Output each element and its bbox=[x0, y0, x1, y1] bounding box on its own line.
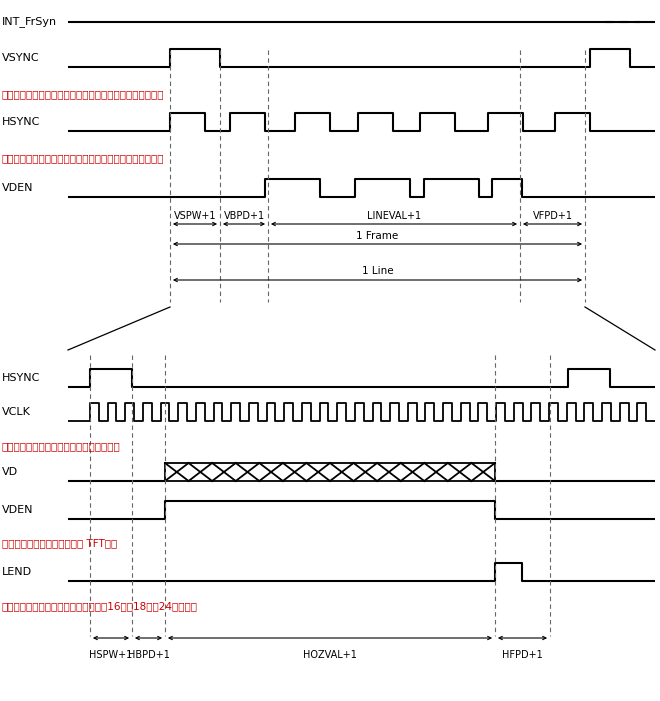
Text: VFPD+1: VFPD+1 bbox=[533, 211, 572, 221]
Text: 帧同步信号，用高电平（或低电平）表示每一帧扫描的开始: 帧同步信号，用高电平（或低电平）表示每一帧扫描的开始 bbox=[2, 89, 164, 99]
Text: 1 Line: 1 Line bbox=[362, 266, 393, 276]
Text: HSYNC: HSYNC bbox=[2, 117, 40, 127]
Text: LINEVAL+1: LINEVAL+1 bbox=[367, 211, 421, 221]
Text: VSPW+1: VSPW+1 bbox=[174, 211, 216, 221]
Text: HBPD+1: HBPD+1 bbox=[127, 650, 170, 660]
Text: HFPD+1: HFPD+1 bbox=[502, 650, 543, 660]
Text: HSPW+1: HSPW+1 bbox=[89, 650, 133, 660]
Text: 数据有效控制，表示是否开启 TFT输出: 数据有效控制，表示是否开启 TFT输出 bbox=[2, 538, 117, 548]
Text: HOZVAL+1: HOZVAL+1 bbox=[303, 650, 357, 660]
Text: VCLK: VCLK bbox=[2, 407, 31, 417]
Text: VDEN: VDEN bbox=[2, 183, 34, 193]
Text: VDEN: VDEN bbox=[2, 505, 34, 515]
Text: VSYNC: VSYNC bbox=[2, 53, 40, 63]
Text: 时钟，在上升沿或下降沿将数据写入液晶屏: 时钟，在上升沿或下降沿将数据写入液晶屏 bbox=[2, 441, 121, 451]
Text: 数据信号，表示每个点的颜色，通常有16位、18位、24们等模式: 数据信号，表示每个点的颜色，通常有16位、18位、24们等模式 bbox=[2, 601, 198, 611]
Text: 1 Frame: 1 Frame bbox=[356, 231, 399, 241]
Text: INT_FrSyn: INT_FrSyn bbox=[2, 17, 57, 27]
Text: 行同步信号，用高电平（或低电平）表示每一帧扫描的开始: 行同步信号，用高电平（或低电平）表示每一帧扫描的开始 bbox=[2, 153, 164, 163]
Text: VBPD+1: VBPD+1 bbox=[224, 211, 265, 221]
Text: LEND: LEND bbox=[2, 567, 32, 577]
Text: VD: VD bbox=[2, 467, 18, 477]
Text: HSYNC: HSYNC bbox=[2, 373, 40, 383]
